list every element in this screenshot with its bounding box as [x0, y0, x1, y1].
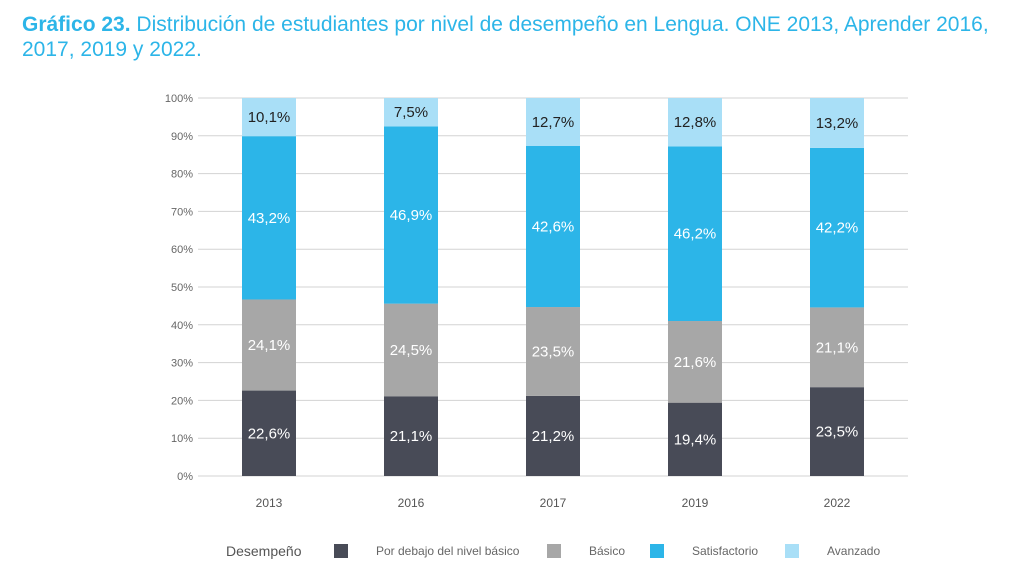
- data-label: 24,5%: [390, 342, 433, 359]
- data-label: 23,5%: [816, 424, 859, 441]
- x-tick-label: 2013: [256, 496, 283, 510]
- data-label: 42,2%: [816, 220, 859, 237]
- legend-label: Básico: [589, 544, 625, 558]
- data-label: 24,1%: [248, 337, 291, 354]
- legend-label: Avanzado: [827, 544, 880, 558]
- y-tick-label: 70%: [171, 206, 193, 218]
- chart-title-number: Gráfico 23.: [22, 13, 131, 36]
- bar-segment: [242, 98, 296, 137]
- bar-segment: [668, 98, 722, 147]
- data-label: 21,6%: [674, 354, 717, 371]
- chart-title-text: Distribución de estudiantes por nivel de…: [22, 13, 989, 61]
- x-axis: 2013 2016 2017 2019 2022: [256, 496, 851, 510]
- legend-swatch: [650, 544, 664, 558]
- data-label: 7,5%: [394, 104, 428, 121]
- bar-segment: [384, 396, 438, 476]
- bar-segment: [526, 307, 580, 396]
- bar-segment: [526, 146, 580, 308]
- data-label: 12,7%: [532, 114, 575, 131]
- legend-title: Desempeño: [226, 543, 302, 559]
- bar-segment: [384, 126, 438, 304]
- legend-swatch: [785, 544, 799, 558]
- bar-segment: [526, 98, 580, 147]
- y-tick-label: 40%: [171, 320, 193, 332]
- bar-segment: [810, 147, 864, 308]
- y-tick-label: 60%: [171, 244, 193, 256]
- chart-title: Gráfico 23. Distribución de estudiantes …: [22, 12, 1012, 62]
- y-tick-label: 100%: [165, 93, 193, 105]
- legend-label: Satisfactorio: [692, 544, 758, 558]
- data-label: 22,6%: [248, 425, 291, 442]
- bar-segment: [668, 321, 722, 403]
- data-label: 23,5%: [532, 343, 575, 360]
- y-tick-label: 20%: [171, 395, 193, 407]
- bar-segment: [242, 136, 296, 300]
- bar-segment: [810, 98, 864, 148]
- y-tick-label: 90%: [171, 131, 193, 143]
- y-tick-label: 80%: [171, 169, 193, 181]
- bars: 22,6% 24,1% 43,2% 10,1% 21,1% 24,5% 46,9% 7,5% 2…: [242, 98, 864, 476]
- bar-segment: [242, 390, 296, 476]
- x-tick-label: 2019: [682, 496, 709, 510]
- data-label: 21,1%: [390, 428, 433, 445]
- data-label: 10,1%: [248, 109, 291, 126]
- legend-swatch: [547, 544, 561, 558]
- data-label: 21,1%: [816, 339, 859, 356]
- legend: Desempeño Por debajo del nivel básico Bási…: [226, 543, 880, 559]
- bar-segment: [810, 387, 864, 476]
- bar-segment: [242, 299, 296, 391]
- data-label: 42,6%: [532, 219, 575, 236]
- data-label: 21,2%: [532, 428, 575, 445]
- x-tick-label: 2016: [398, 496, 425, 510]
- legend-label: Por debajo del nivel básico: [376, 544, 520, 558]
- data-label: 19,4%: [674, 431, 717, 448]
- legend-swatch: [334, 544, 348, 558]
- y-tick-label: 30%: [171, 358, 193, 370]
- bar-segment: [668, 146, 722, 322]
- bar-segment: [526, 395, 580, 476]
- x-tick-label: 2022: [824, 496, 851, 510]
- x-tick-label: 2017: [540, 496, 567, 510]
- y-axis: 0% 10% 20% 30% 40% 50% 60% 70% 80% 90% 100%: [165, 93, 193, 483]
- data-label: 46,2%: [674, 226, 717, 243]
- y-tick-label: 0%: [177, 471, 193, 483]
- data-label: 43,2%: [248, 210, 291, 227]
- bar-segment: [810, 307, 864, 388]
- data-label: 13,2%: [816, 115, 859, 132]
- bar-segment: [384, 303, 438, 397]
- bar-segment: [668, 402, 722, 476]
- y-tick-label: 10%: [171, 433, 193, 445]
- data-label: 12,8%: [674, 114, 717, 131]
- bar-segment: [384, 98, 438, 127]
- y-tick-label: 50%: [171, 282, 193, 294]
- data-label: 46,9%: [390, 207, 433, 224]
